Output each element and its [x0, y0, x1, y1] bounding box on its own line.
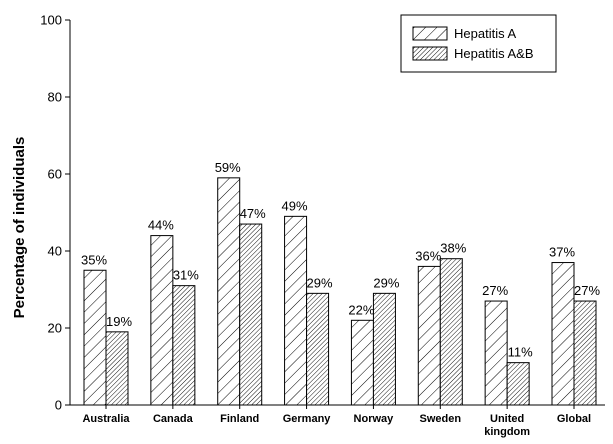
data-label: 47%	[240, 206, 266, 221]
x-tick-label: Canada	[153, 413, 194, 425]
data-label: 22%	[348, 302, 374, 317]
bar-hepatitis-a-b	[573, 300, 597, 406]
y-axis-title: Percentage of individuals	[11, 137, 28, 319]
bar-hepatitis-a	[150, 235, 174, 406]
x-tick-label: kingdom	[484, 426, 530, 438]
data-label: 44%	[148, 218, 174, 233]
bar-hepatitis-a	[350, 319, 374, 406]
data-label: 35%	[81, 252, 107, 267]
bar-hepatitis-a-b	[105, 331, 129, 406]
data-label: 37%	[549, 245, 575, 260]
bar-hepatitis-a	[284, 215, 308, 406]
bar-hepatitis-a-b	[306, 292, 330, 406]
legend-swatch	[412, 46, 448, 61]
legend-box	[400, 14, 557, 73]
legend-label: Hepatitis A	[454, 26, 516, 41]
data-label: 29%	[373, 275, 399, 290]
bar-hepatitis-a	[484, 300, 508, 406]
bar-hepatitis-a-b	[506, 362, 530, 406]
data-label: 29%	[307, 275, 333, 290]
bar-hepatitis-a	[83, 269, 107, 406]
legend-swatch	[412, 26, 448, 41]
data-label: 27%	[482, 283, 508, 298]
data-label: 19%	[106, 314, 132, 329]
y-tick-label: 0	[55, 398, 62, 413]
data-label: 31%	[173, 268, 199, 283]
bar-hepatitis-a-b	[372, 292, 396, 406]
bar-hepatitis-a-b	[239, 223, 263, 406]
bar-hepatitis-a-b	[172, 285, 196, 406]
data-label: 59%	[215, 160, 241, 175]
data-label: 49%	[282, 198, 308, 213]
x-tick-label: Global	[557, 413, 591, 425]
bar-hepatitis-a-b	[439, 258, 463, 406]
x-tick-label: Finland	[220, 413, 259, 425]
x-tick-label: Sweden	[419, 413, 461, 425]
bar-hepatitis-a	[217, 177, 241, 406]
y-tick-label: 20	[48, 321, 62, 336]
y-tick-label: 80	[48, 90, 62, 105]
data-label: 38%	[440, 241, 466, 256]
legend-label: Hepatitis A&B	[454, 46, 534, 61]
y-tick-label: 60	[48, 167, 62, 182]
data-label: 27%	[574, 283, 600, 298]
x-tick-label: Norway	[354, 413, 395, 425]
y-tick-label: 100	[40, 13, 62, 28]
y-tick-label: 40	[48, 244, 62, 259]
x-tick-label: Germany	[283, 413, 332, 425]
bar-hepatitis-a	[417, 265, 441, 406]
data-label: 11%	[508, 345, 533, 360]
bar-hepatitis-a	[551, 262, 575, 406]
x-tick-label: United	[490, 413, 524, 425]
data-label: 36%	[415, 248, 441, 263]
x-tick-label: Australia	[82, 413, 130, 425]
